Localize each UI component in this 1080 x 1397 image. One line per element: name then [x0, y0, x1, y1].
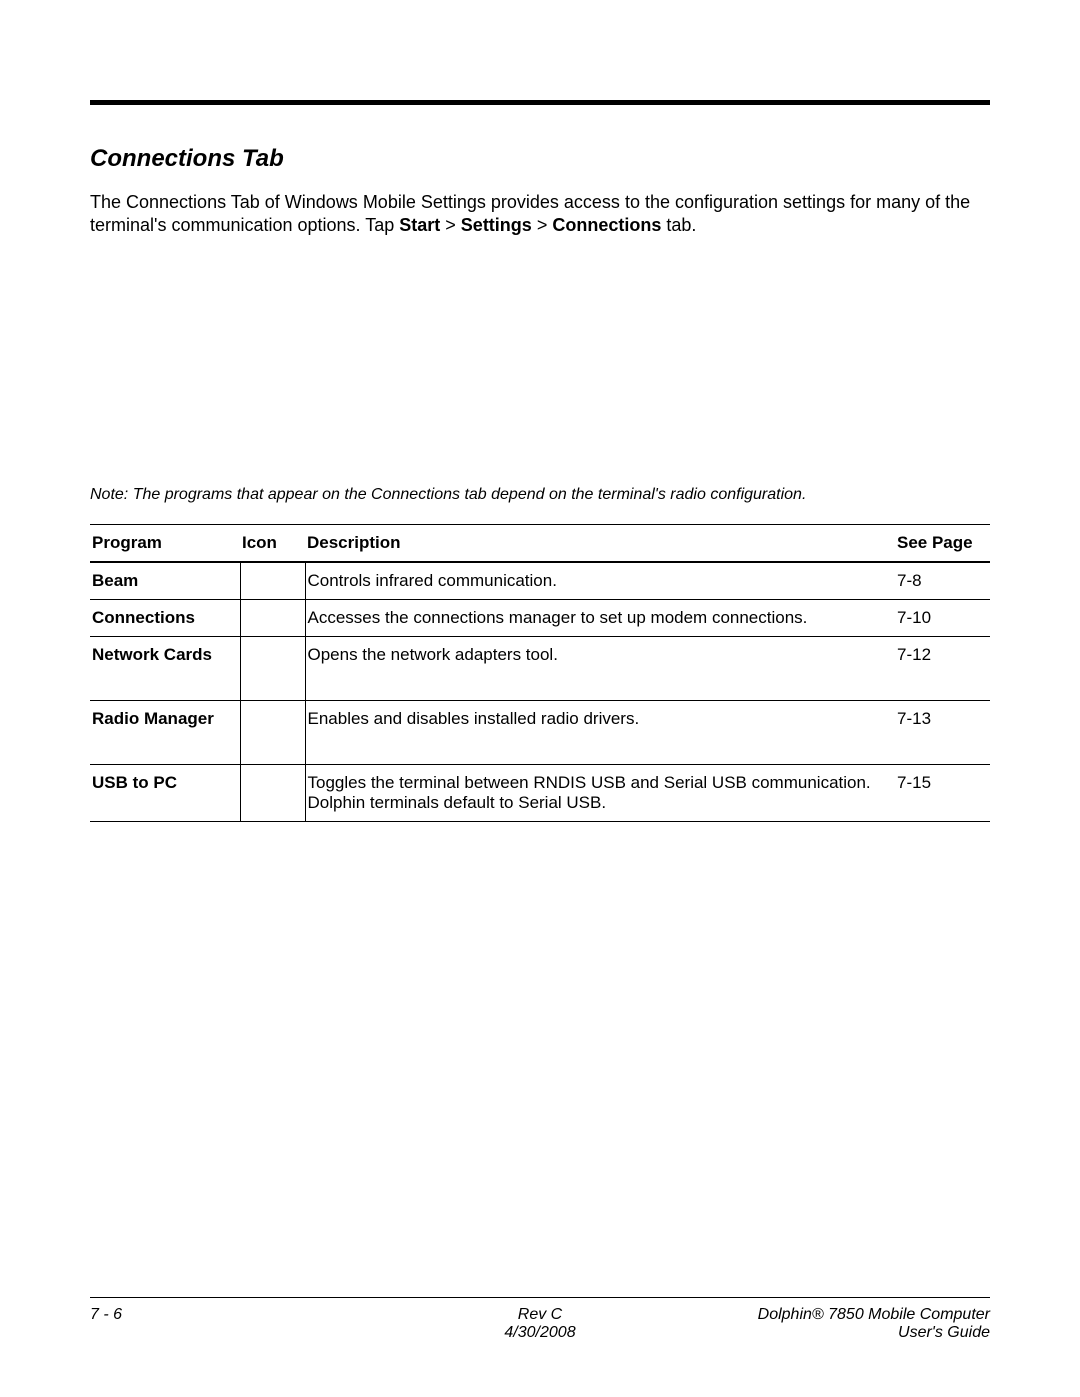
table-row: Connections Accesses the connections mana…: [90, 600, 990, 637]
footer-date: 4/30/2008: [504, 1324, 575, 1341]
col-see-page: See Page: [895, 525, 990, 563]
cell-program: Radio Manager: [90, 701, 240, 765]
footer-doc: User's Guide: [898, 1324, 990, 1341]
intro-text-post: tab.: [661, 215, 696, 235]
footer-right: Dolphin® 7850 Mobile Computer User's Gui…: [690, 1306, 990, 1342]
cell-description: Toggles the terminal between RNDIS USB a…: [305, 765, 895, 822]
table-row: USB to PC Toggles the terminal between RN…: [90, 765, 990, 822]
programs-table: Program Icon Description See Page BeamCo…: [90, 524, 990, 822]
document-page: Connections Tab The Connections Tab of W…: [0, 0, 1080, 1397]
footer-row: 7 - 6 Rev C 4/30/2008 Dolphin® 7850 Mobi…: [90, 1306, 990, 1342]
cell-see-page: 7-12: [895, 637, 990, 701]
footer-rule: [90, 1297, 990, 1298]
cell-icon: [240, 637, 305, 701]
cell-description: Accesses the connections manager to set …: [305, 600, 895, 637]
cell-see-page: 7-10: [895, 600, 990, 637]
table-header-row: Program Icon Description See Page: [90, 525, 990, 563]
cell-description: Enables and disables installed radio dri…: [305, 701, 895, 765]
table-row: Beam Controls infrared communication.7-8: [90, 562, 990, 600]
intro-bold-settings: Settings: [461, 215, 532, 235]
table-row: Radio Manager Enables and disables instal…: [90, 701, 990, 765]
table-body: BeamControls infrared communication.7-8C…: [90, 562, 990, 822]
cell-icon: [240, 562, 305, 600]
page-footer: 7 - 6 Rev C 4/30/2008 Dolphin® 7850 Mobi…: [90, 1297, 990, 1342]
cell-program: Connections: [90, 600, 240, 637]
intro-sep1: >: [440, 215, 461, 235]
footer-product: Dolphin® 7850 Mobile Computer: [758, 1306, 990, 1323]
cell-program: USB to PC: [90, 765, 240, 822]
note-text: Note: The programs that appear on the Co…: [90, 486, 990, 504]
cell-icon: [240, 701, 305, 765]
cell-icon: [240, 600, 305, 637]
top-rule: [90, 100, 990, 105]
intro-bold-start: Start: [399, 215, 440, 235]
table-row: Network Cards Opens the network adapters …: [90, 637, 990, 701]
cell-icon: [240, 765, 305, 822]
cell-description: Opens the network adapters tool.: [305, 637, 895, 701]
intro-sep2: >: [532, 215, 553, 235]
cell-see-page: 7-8: [895, 562, 990, 600]
cell-see-page: 7-13: [895, 701, 990, 765]
col-description: Description: [305, 525, 895, 563]
intro-paragraph: The Connections Tab of Windows Mobile Se…: [90, 191, 990, 236]
cell-program: Network Cards: [90, 637, 240, 701]
section-heading: Connections Tab: [90, 145, 990, 173]
footer-rev: Rev C: [518, 1306, 562, 1323]
col-icon: Icon: [240, 525, 305, 563]
cell-description: Controls infrared communication.: [305, 562, 895, 600]
col-program: Program: [90, 525, 240, 563]
intro-bold-connections: Connections: [552, 215, 661, 235]
cell-see-page: 7-15: [895, 765, 990, 822]
cell-program: Beam: [90, 562, 240, 600]
footer-center: Rev C 4/30/2008: [390, 1306, 690, 1342]
footer-page-number: 7 - 6: [90, 1306, 390, 1342]
